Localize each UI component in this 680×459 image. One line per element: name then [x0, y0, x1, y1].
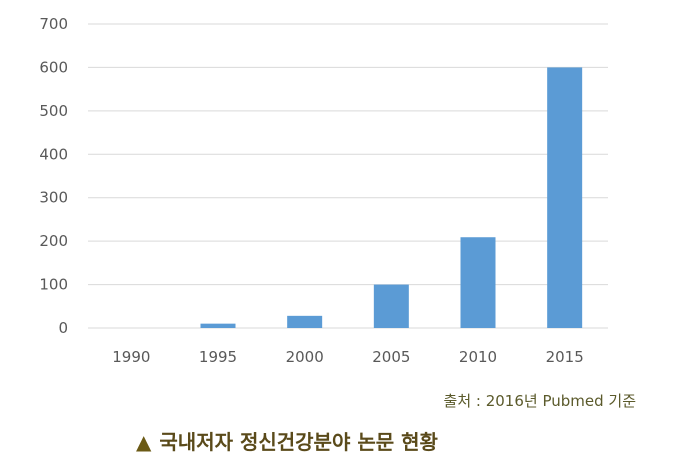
- y-tick-label: 0: [58, 319, 68, 337]
- x-tick-label: 1995: [199, 348, 237, 366]
- caption-text: 국내저자 정신건강분야 논문 현황: [159, 430, 438, 454]
- y-axis-ticks: 0 100 200 300 400 500 600 700: [39, 15, 68, 337]
- y-tick-label: 100: [39, 276, 68, 294]
- y-tick-label: 300: [39, 189, 68, 207]
- bar-2000: [287, 315, 323, 328]
- y-tick-label: 500: [39, 102, 68, 120]
- bar-1995: [200, 323, 236, 328]
- bar-2005: [373, 284, 409, 328]
- y-tick-label: 600: [39, 58, 68, 76]
- source-note: 출처 : 2016년 Pubmed 기준: [443, 392, 636, 410]
- bars: [200, 67, 583, 328]
- chart-caption: ▲ 국내저자 정신건강분야 논문 현황: [136, 426, 438, 455]
- bar-chart: 0 100 200 300 400 500 600 700 1990 1995 2000 2005 2…: [39, 15, 608, 366]
- x-tick-label: 2015: [546, 348, 584, 366]
- bar-2015: [547, 67, 583, 328]
- x-tick-label: 2010: [459, 348, 497, 366]
- bar-2010: [460, 237, 496, 328]
- triangle-marker-icon: ▲: [136, 430, 152, 454]
- gridlines: [88, 23, 608, 329]
- x-axis-ticks: 1990 1995 2000 2005 2010 2015: [112, 348, 584, 366]
- y-tick-label: 200: [39, 232, 68, 250]
- x-tick-label: 2005: [372, 348, 410, 366]
- x-tick-label: 1990: [112, 348, 150, 366]
- x-tick-label: 2000: [286, 348, 324, 366]
- y-tick-label: 700: [39, 15, 68, 33]
- y-tick-label: 400: [39, 145, 68, 163]
